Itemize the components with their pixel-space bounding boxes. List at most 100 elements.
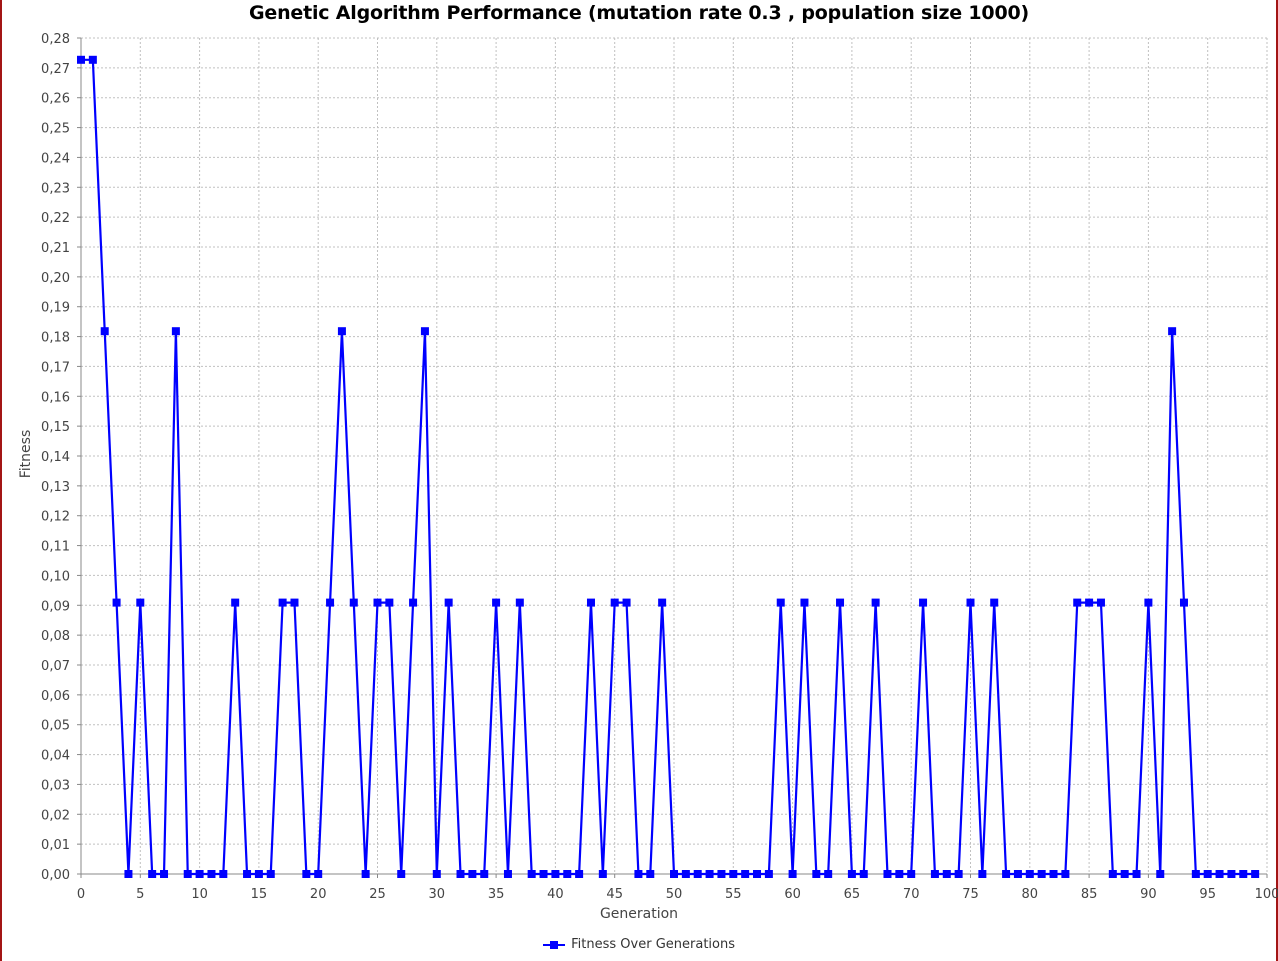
- x-tick-label: 40: [547, 887, 564, 902]
- data-point: [1156, 870, 1165, 878]
- y-tick-label: 0,04: [41, 749, 70, 764]
- data-point: [919, 598, 928, 607]
- data-point: [492, 598, 501, 607]
- y-tick-label: 0,13: [41, 480, 70, 495]
- data-point: [1120, 870, 1129, 878]
- x-tick-label: 10: [191, 887, 208, 902]
- data-point: [1191, 870, 1200, 878]
- x-tick-label: 5: [136, 887, 144, 902]
- data-point: [136, 598, 145, 607]
- series-line: [81, 58, 1256, 876]
- data-point: [148, 870, 157, 878]
- x-tick-label: 0: [77, 887, 85, 902]
- data-point: [776, 598, 785, 607]
- data-point: [895, 870, 904, 878]
- data-point: [195, 870, 204, 878]
- data-point: [1251, 870, 1260, 878]
- data-point: [883, 870, 892, 878]
- x-tick-label: 70: [903, 887, 920, 902]
- x-axis-ticks: 0 5 10 15 20 25 30 35 40 45 50 55 60 65 70 75 80 85 90 95 10…: [77, 887, 1278, 902]
- y-tick-label: 0,25: [41, 122, 70, 137]
- data-point: [409, 598, 418, 607]
- data-point: [88, 55, 97, 64]
- x-axis-label: Generation: [600, 906, 678, 922]
- data-point: [930, 870, 939, 878]
- y-tick-label: 0,28: [41, 32, 70, 47]
- data-point: [219, 870, 228, 878]
- data-point: [1179, 598, 1188, 607]
- data-point: [586, 598, 595, 607]
- data-point: [539, 870, 548, 878]
- x-tick-label: 25: [369, 887, 386, 902]
- data-point: [361, 870, 370, 878]
- data-point: [1085, 598, 1094, 607]
- y-tick-label: 0,24: [41, 151, 70, 166]
- data-point: [1002, 870, 1011, 878]
- x-tick-label: 20: [310, 887, 327, 902]
- data-point: [326, 598, 335, 607]
- data-point: [764, 870, 773, 878]
- x-tick-label: 45: [606, 887, 623, 902]
- data-point: [800, 598, 809, 607]
- data-point: [1215, 870, 1224, 878]
- data-point: [634, 870, 643, 878]
- data-point: [254, 870, 263, 878]
- data-point: [207, 870, 216, 878]
- data-point: [503, 870, 512, 878]
- data-point: [77, 55, 85, 64]
- data-point: [788, 870, 797, 878]
- y-tick-label: 0,05: [41, 719, 70, 734]
- data-point: [859, 870, 868, 878]
- data-point: [966, 598, 975, 607]
- data-point: [1227, 870, 1236, 878]
- x-tick-label: 30: [429, 887, 446, 902]
- data-point: [1239, 870, 1248, 878]
- data-point: [160, 870, 169, 878]
- x-tick-label: 80: [1022, 887, 1039, 902]
- data-point: [978, 870, 987, 878]
- y-tick-label: 0,10: [41, 569, 70, 584]
- data-point: [278, 598, 287, 607]
- grid-lines: [80, 37, 1268, 875]
- y-tick-label: 0,18: [41, 331, 70, 346]
- y-tick-label: 0,27: [41, 62, 70, 77]
- data-point: [622, 598, 631, 607]
- y-tick-label: 0,14: [41, 450, 70, 465]
- data-point: [670, 870, 678, 878]
- data-point: [100, 327, 109, 336]
- y-tick-label: 0,01: [41, 838, 70, 853]
- y-axis-label: Fitness: [18, 430, 34, 479]
- data-point: [563, 870, 572, 878]
- y-tick-label: 0,07: [41, 659, 70, 674]
- data-point: [468, 870, 477, 878]
- data-point: [871, 598, 880, 607]
- data-point: [693, 870, 702, 878]
- legend-label: Fitness Over Generations: [571, 937, 735, 952]
- y-tick-label: 0,03: [41, 778, 70, 793]
- y-tick-label: 0,20: [41, 271, 70, 286]
- data-point: [183, 870, 192, 878]
- data-point: [1061, 870, 1070, 878]
- data-point: [432, 870, 441, 878]
- data-point: [990, 598, 999, 607]
- x-tick-label: 60: [784, 887, 801, 902]
- data-point: [1108, 870, 1117, 878]
- data-point: [812, 870, 821, 878]
- data-point: [480, 870, 489, 878]
- data-point: [397, 870, 406, 878]
- data-point: [954, 870, 963, 878]
- data-point: [290, 598, 299, 607]
- data-point: [1037, 870, 1046, 878]
- data-point: [741, 870, 750, 878]
- x-tick-label: 85: [1081, 887, 1098, 902]
- data-point: [753, 870, 762, 878]
- series-layer: [77, 55, 1260, 878]
- data-point: [302, 870, 311, 878]
- data-point: [231, 598, 240, 607]
- y-tick-label: 0,16: [41, 390, 70, 405]
- legend: Fitness Over Generations: [0, 937, 1278, 952]
- data-point: [1132, 870, 1141, 878]
- y-tick-label: 0,15: [41, 420, 70, 435]
